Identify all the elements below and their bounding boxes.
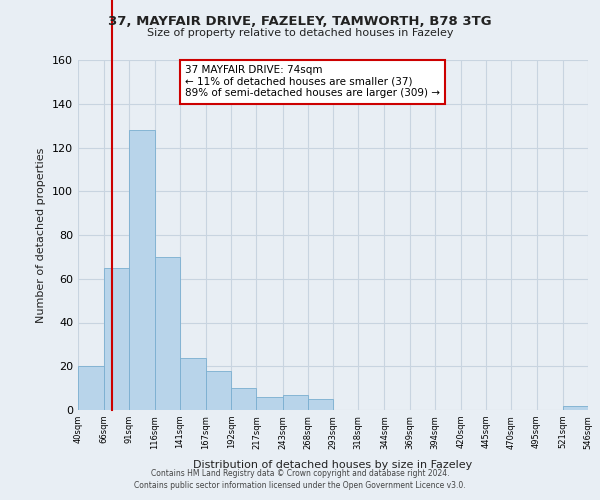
Bar xyxy=(155,257,180,410)
Bar xyxy=(78,366,104,410)
Y-axis label: Number of detached properties: Number of detached properties xyxy=(37,148,46,322)
Text: Size of property relative to detached houses in Fazeley: Size of property relative to detached ho… xyxy=(147,28,453,38)
Text: Contains public sector information licensed under the Open Government Licence v3: Contains public sector information licen… xyxy=(134,481,466,490)
Bar xyxy=(283,394,308,410)
Text: 37 MAYFAIR DRIVE: 74sqm
← 11% of detached houses are smaller (37)
89% of semi-de: 37 MAYFAIR DRIVE: 74sqm ← 11% of detache… xyxy=(185,66,440,98)
Bar xyxy=(104,268,130,410)
Bar xyxy=(206,370,231,410)
X-axis label: Distribution of detached houses by size in Fazeley: Distribution of detached houses by size … xyxy=(193,460,473,470)
Bar xyxy=(256,397,283,410)
Text: Contains HM Land Registry data © Crown copyright and database right 2024.: Contains HM Land Registry data © Crown c… xyxy=(151,468,449,477)
Bar xyxy=(563,406,588,410)
Bar xyxy=(130,130,155,410)
Bar xyxy=(308,399,333,410)
Text: 37, MAYFAIR DRIVE, FAZELEY, TAMWORTH, B78 3TG: 37, MAYFAIR DRIVE, FAZELEY, TAMWORTH, B7… xyxy=(108,15,492,28)
Bar xyxy=(180,358,206,410)
Bar xyxy=(231,388,256,410)
